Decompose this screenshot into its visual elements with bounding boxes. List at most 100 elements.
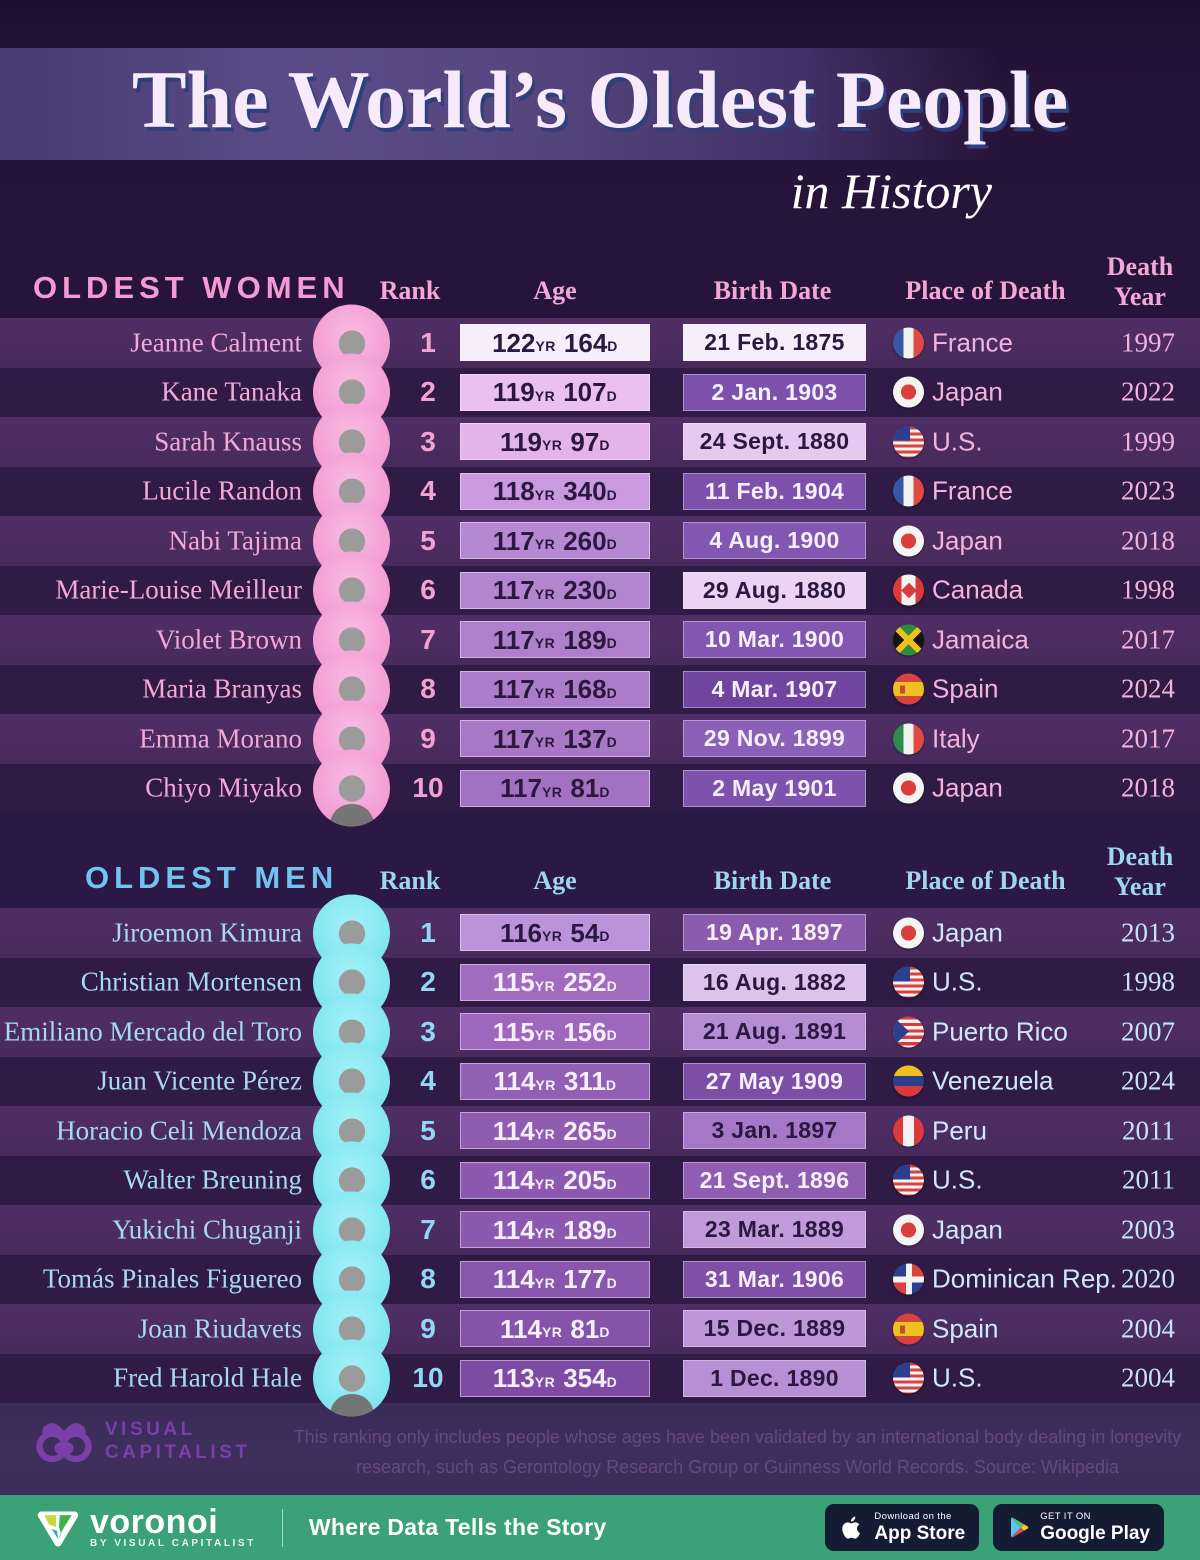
person-photo (313, 1339, 390, 1417)
age-years-value: 114 (492, 1165, 535, 1195)
voronoi-byline: BY VISUAL CAPITALIST (90, 1537, 256, 1549)
person-name: Christian Mortensen (80, 966, 302, 997)
person-portrait-silhouette (329, 775, 374, 827)
table-row: Emma Morano 9 117 YR 137 D 29 Nov. 1899 Ita… (0, 700, 1200, 778)
person-name: Maria Branyas (142, 673, 302, 704)
country-flag-icon (893, 1164, 924, 1196)
table-row: Horacio Celi Mendoza 5 114 YR 265 D 3 Jan. … (0, 1092, 1200, 1170)
person-name: Jiroemon Kimura (112, 917, 302, 948)
place-of-death: Dominican Rep. (932, 1263, 1117, 1294)
table-row: Kane Tanaka 2 119 YR 107 D 2 Jan. 1903 Japa… (0, 353, 1200, 431)
age-days-unit: D (606, 387, 618, 404)
death-year: 2011 (1122, 1164, 1175, 1195)
footer-divider (281, 1508, 283, 1547)
rank-number: 10 (412, 772, 444, 804)
country-flag-icon (893, 525, 924, 557)
age-years-unit: YR (534, 734, 556, 750)
table-row: Lucile Randon 4 118 YR 340 D 11 Feb. 1904 F… (0, 452, 1200, 530)
age-years-unit: YR (534, 585, 556, 602)
table-row: Jiroemon Kimura 1 116 YR 54 D 19 Apr. 1897 … (0, 894, 1200, 972)
table-row: Sarah Knauss 3 119 YR 97 D 24 Sept. 1880 U.… (0, 403, 1200, 481)
country-flag-icon (893, 624, 924, 656)
age-days-value: 164 (563, 327, 608, 358)
table-row: Juan Vicente Pérez 4 114 YR 311 D 27 May 19… (0, 1042, 1200, 1120)
age-box: 116 YR 54 D (460, 914, 650, 951)
column-header-birth-date: Birth Date (713, 276, 832, 305)
age-box: 114 YR 311 D (460, 1062, 650, 1100)
place-of-death: Italy (932, 723, 980, 754)
country-flag-icon (893, 966, 924, 998)
place-of-death: Japan (932, 525, 1003, 556)
table-row: Christian Mortensen 2 115 YR 252 D 16 Aug. … (0, 943, 1200, 1021)
app-store-badge[interactable]: Download on the App Store (825, 1504, 980, 1551)
age-days-unit: D (606, 1274, 618, 1291)
footer-tagline: Where Data Tells the Story (308, 1514, 607, 1540)
country-flag-icon (893, 1263, 924, 1295)
men-table-rows: Jiroemon Kimura 1 116 YR 54 D 19 Apr. 1897 … (0, 894, 1200, 1417)
google-play-badge-top-text: GET IT ON (1040, 1511, 1091, 1522)
age-years-unit: YR (541, 783, 563, 800)
death-year: 2003 (1121, 1214, 1175, 1245)
voronoi-wordmark: voronoi (90, 1502, 219, 1541)
credits-section: VISUAL CAPITALIST This ranking only incl… (0, 1408, 1200, 1495)
age-days-value: 177 (563, 1264, 607, 1294)
footer-bar: voronoi BY VISUAL CAPITALIST Where Data … (0, 1495, 1200, 1560)
birth-date-box: 19 Apr. 1897 (683, 914, 866, 951)
table-row: Yukichi Chuganji 7 114 YR 189 D 23 Mar. 188… (0, 1191, 1200, 1269)
age-days-unit: D (606, 1225, 618, 1241)
country-flag-icon (893, 574, 924, 606)
place-of-death: Japan (932, 917, 1003, 948)
age-days-unit: D (607, 338, 618, 354)
age-years-value: 117 (492, 674, 535, 704)
age-days-value: 107 (563, 377, 607, 407)
person-photo (313, 749, 390, 827)
age-years-value: 115 (492, 967, 535, 997)
birth-date-box: 21 Aug. 1891 (683, 1013, 866, 1050)
age-days-unit: D (605, 1076, 617, 1093)
person-name: Emma Morano (139, 723, 302, 754)
rank-number: 9 (420, 1312, 436, 1344)
birth-date-box: 31 Mar. 1906 (683, 1260, 866, 1298)
person-name: Horacio Celi Mendoza (56, 1115, 302, 1146)
column-header-rank: Rank (379, 866, 441, 895)
birth-date-box: 23 Mar. 1889 (683, 1211, 866, 1248)
death-year: 1998 (1121, 966, 1175, 997)
age-days-unit: D (606, 635, 618, 651)
age-days-unit: D (599, 1324, 610, 1340)
age-days-value: 137 (563, 723, 607, 754)
google-play-badge[interactable]: GET IT ON Google Play (993, 1504, 1164, 1551)
age-days-value: 230 (563, 575, 607, 605)
place-of-death: U.S. (932, 1362, 983, 1393)
age-years-value: 113 (492, 1363, 535, 1393)
age-years-unit: YR (534, 1274, 556, 1291)
column-header-rank: Rank (379, 276, 441, 305)
age-days-unit: D (606, 536, 618, 552)
age-years-unit: YR (541, 437, 563, 453)
age-years-unit: YR (534, 1175, 556, 1192)
age-days-unit: D (606, 977, 618, 994)
age-years-unit: YR (534, 1126, 556, 1142)
age-days-value: 340 (563, 476, 607, 506)
death-year: 2024 (1121, 673, 1175, 704)
age-days-value: 252 (563, 967, 607, 997)
age-days-unit: D (606, 1175, 618, 1192)
age-years-unit: YR (534, 1373, 556, 1390)
death-year: 1998 (1121, 574, 1175, 605)
rank-number: 8 (420, 673, 436, 705)
birth-date-box: 1 Dec. 1890 (683, 1359, 866, 1397)
age-days-value: 54 (570, 917, 600, 948)
death-year: 2004 (1121, 1313, 1175, 1344)
person-name: Walter Breuning (123, 1164, 302, 1195)
rank-number: 1 (420, 326, 436, 358)
age-days-value: 168 (563, 674, 607, 704)
age-years-value: 117 (492, 723, 535, 754)
column-header-place-of-death: Place of Death (905, 866, 1066, 895)
country-flag-icon (893, 1362, 924, 1394)
page-title: The World’s Oldest People (131, 54, 1069, 145)
rank-number: 6 (420, 1164, 436, 1196)
death-year: 2011 (1122, 1115, 1175, 1146)
place-of-death: U.S. (932, 1164, 983, 1195)
age-years-value: 114 (492, 1214, 535, 1245)
person-name: Juan Vicente Pérez (97, 1065, 302, 1096)
person-name: Fred Harold Hale (113, 1362, 302, 1393)
